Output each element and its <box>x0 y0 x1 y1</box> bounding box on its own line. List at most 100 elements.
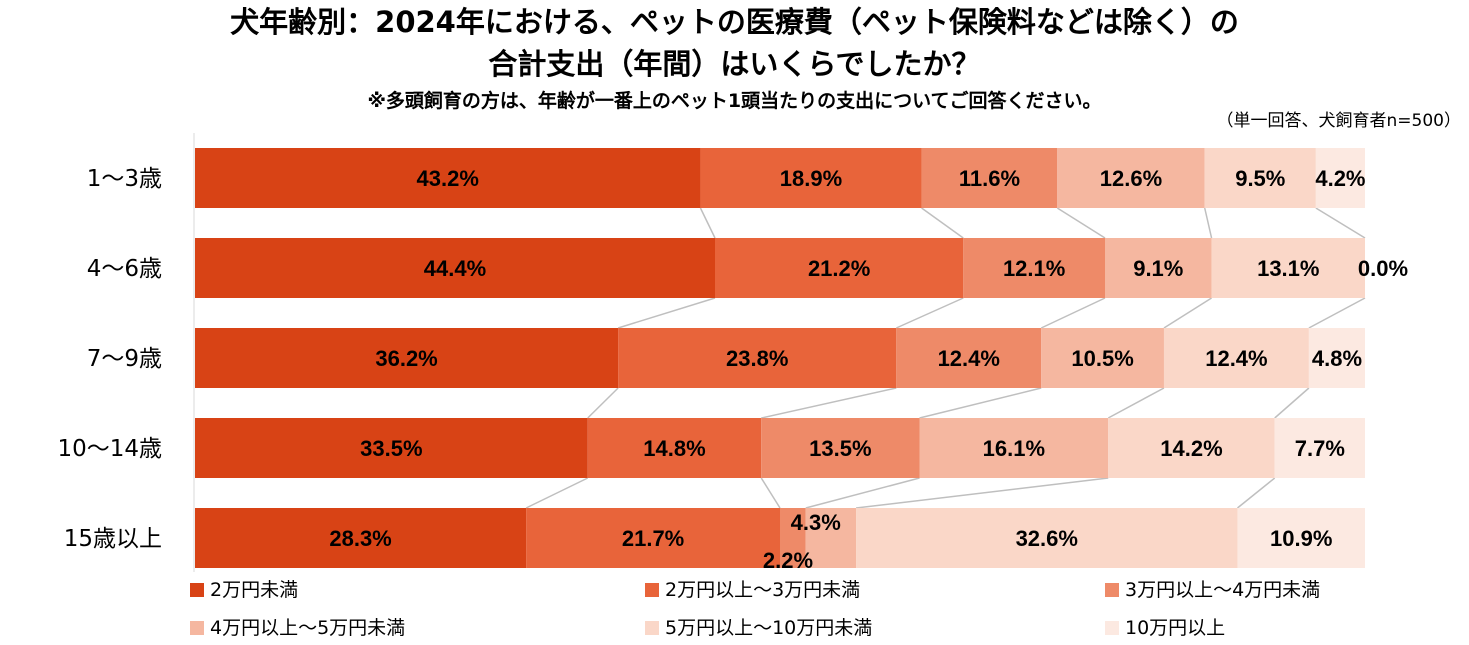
data-label: 12.6% <box>1100 166 1162 191</box>
legend-item: 3万円以上～4万円未満 <box>1105 578 1320 602</box>
series-connector-line <box>525 477 589 509</box>
legend-item: 2万円未満 <box>190 578 298 602</box>
bar-segment <box>195 148 701 208</box>
data-label: 4.2% <box>1315 166 1365 191</box>
category-label: 4～6歳 <box>87 256 162 282</box>
data-label: 12.4% <box>938 346 1000 371</box>
legend-label: 2万円未満 <box>210 579 299 601</box>
series-connector-line <box>855 477 1109 509</box>
bar-segment <box>618 328 897 388</box>
data-label: 0.0% <box>1358 256 1408 281</box>
chart-subtitle: ※多頭飼育の方は、年齢が一番上のペット1頭当たりの支出についてご回答ください。 <box>367 90 1102 112</box>
bar-segment <box>1211 238 1365 298</box>
series-connector-line <box>699 207 716 239</box>
data-label: 12.4% <box>1205 346 1267 371</box>
bar-segment <box>1057 148 1205 208</box>
data-label: 28.3% <box>329 526 391 551</box>
data-label: 21.7% <box>622 526 684 551</box>
data-label: 10.9% <box>1270 526 1332 551</box>
data-label: 9.5% <box>1235 166 1285 191</box>
legend-item: 2万円以上～3万円未満 <box>645 578 860 602</box>
data-label: 13.5% <box>809 436 871 461</box>
data-label: 4.3% <box>791 510 841 535</box>
bar-segment <box>856 508 1238 568</box>
bar-segment <box>1041 328 1164 388</box>
chart-legend: 2万円未満 2万円以上～3万円未満 3万円以上～4万円未満 4万円以上～5万円未満 5万… <box>190 578 1460 644</box>
series-connector-line <box>1040 297 1106 329</box>
data-label: 23.8% <box>726 346 788 371</box>
data-label: 32.6% <box>1016 526 1078 551</box>
bar-segment <box>1274 418 1365 478</box>
series-connector-line <box>805 477 920 509</box>
data-label: 44.4% <box>424 256 486 281</box>
category-label: 10～14歳 <box>57 436 162 462</box>
bar-segment <box>195 418 588 478</box>
category-label: 15歳以上 <box>64 526 162 552</box>
bar-segment <box>715 238 964 298</box>
data-label: 21.2% <box>808 256 870 281</box>
series-connector-line <box>1274 387 1310 419</box>
bar-segment <box>1108 418 1275 478</box>
bar-segment <box>896 328 1042 388</box>
bar-segment <box>1315 148 1365 208</box>
bar-segment <box>921 148 1058 208</box>
legend-label: 2万円以上～3万円未満 <box>665 579 861 601</box>
data-label: 13.1% <box>1257 256 1319 281</box>
data-label: 7.7% <box>1295 436 1345 461</box>
series-connector-line <box>1315 207 1366 239</box>
series-connector-line <box>1056 207 1106 239</box>
legend-label: 3万円以上～4万円未満 <box>1125 579 1321 601</box>
bar-segment <box>1204 148 1316 208</box>
bar-segment <box>526 508 780 568</box>
series-connector-line <box>895 297 964 329</box>
data-label: 9.1% <box>1133 256 1183 281</box>
legend-swatch <box>190 583 204 597</box>
series-connector-line <box>919 387 1042 419</box>
bar-segment <box>1308 328 1365 388</box>
category-label: 7～9歳 <box>87 346 162 372</box>
data-label: 2.2% <box>763 548 813 573</box>
legend-swatch <box>645 621 659 635</box>
series-connector-line <box>617 297 716 329</box>
data-label: 43.2% <box>417 166 479 191</box>
data-label: 14.2% <box>1160 436 1222 461</box>
legend-item: 4万円以上～5万円未満 <box>190 616 405 640</box>
legend-swatch <box>1105 621 1119 635</box>
data-label: 4.8% <box>1312 346 1362 371</box>
bar-segment <box>1163 328 1309 388</box>
bar-segment <box>700 148 922 208</box>
series-connector-line <box>587 387 619 419</box>
bar-segment <box>780 508 806 568</box>
bar-segment <box>761 418 920 478</box>
bar-segment <box>195 238 715 298</box>
sample-note: （単一回答、犬飼育者n=500） <box>1216 111 1461 131</box>
legend-label: 10万円以上 <box>1125 617 1226 639</box>
data-label: 16.1% <box>983 436 1045 461</box>
bar-segment <box>1105 238 1212 298</box>
series-connector-line <box>1236 477 1276 509</box>
legend-label: 5万円以上～10万円未満 <box>665 617 873 639</box>
series-connector-line <box>1163 297 1212 329</box>
legend-swatch <box>1105 583 1119 597</box>
bar-segment <box>919 418 1109 478</box>
bar-segment <box>195 508 527 568</box>
legend-item: 10万円以上 <box>1105 616 1225 640</box>
series-connector-line <box>760 477 781 509</box>
bar-segment <box>963 238 1105 298</box>
series-connector-line <box>761 387 897 419</box>
chart-title-line2: 合計支出（年間）はいくらでしたか？ <box>488 47 981 81</box>
series-connector-line <box>1308 297 1366 329</box>
chart-title-line1: 犬年齢別：2024年における、ペットの医療費（ペット保険料などは除く）の <box>230 5 1239 39</box>
data-label: 11.6% <box>959 166 1020 191</box>
data-label: 10.5% <box>1071 346 1133 371</box>
data-label: 14.8% <box>643 436 705 461</box>
legend-label: 4万円以上～5万円未満 <box>210 617 406 639</box>
data-label: 12.1% <box>1003 256 1065 281</box>
legend-swatch <box>645 583 659 597</box>
legend-item: 5万円以上～10万円未満 <box>645 616 872 640</box>
legend-swatch <box>190 621 204 635</box>
data-label: 18.9% <box>780 166 842 191</box>
series-connector-line <box>1107 387 1165 419</box>
bar-segment <box>195 328 619 388</box>
stacked-bar-chart: 1～3歳 4～6歳 7～9歳 10～14歳 15歳以上 43.2% 18.9% 11.6% 12… <box>57 133 1408 573</box>
